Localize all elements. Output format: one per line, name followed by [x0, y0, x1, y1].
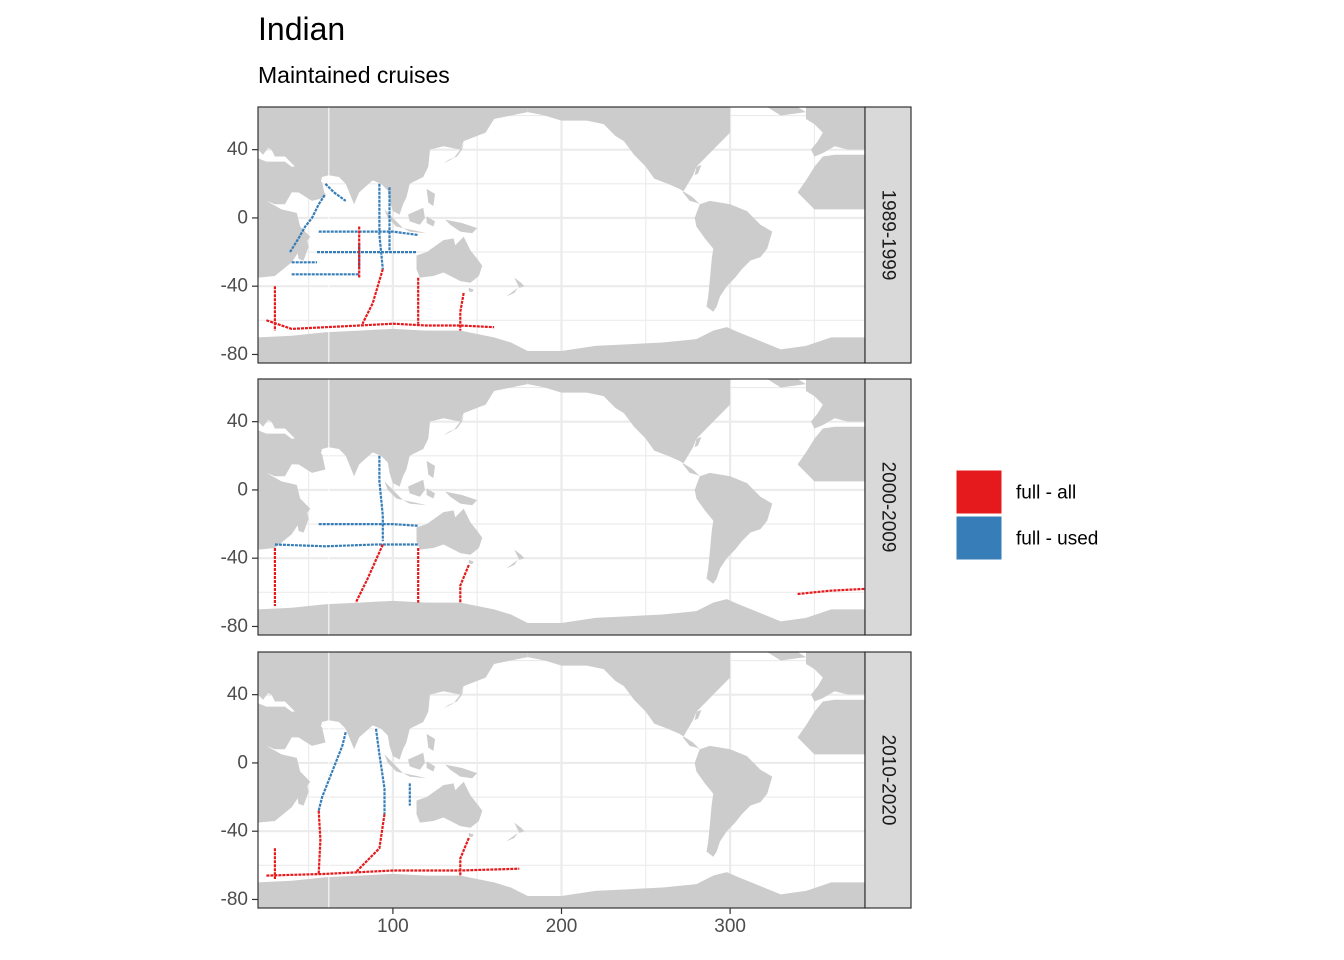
land-mask: [258, 652, 865, 908]
facet-panel-2010-2020: 2010-2020 40 0 -40 -80 100 200 300: [221, 651, 912, 937]
legend-key: [955, 469, 1003, 515]
y-tick-label: -40: [221, 548, 248, 569]
legend-key: [955, 515, 1003, 561]
cruise-track: [289, 193, 327, 253]
land-mask: [258, 107, 865, 363]
y-tick-label: -40: [221, 821, 248, 842]
cruise-track: [266, 867, 520, 877]
cruise-track: [317, 810, 322, 874]
cruise-track: [378, 455, 384, 542]
y-tick-label: 40: [227, 684, 248, 705]
cruise-track: [378, 183, 384, 270]
y-tick-label: -80: [221, 889, 248, 910]
facet-label: 2010-2020: [878, 735, 899, 826]
cruise-track: [354, 544, 384, 604]
legend: full - all full - used: [955, 469, 1098, 561]
y-tick-label: -80: [221, 616, 248, 637]
y-tick-label: 0: [237, 479, 248, 500]
cruise-track: [317, 731, 347, 811]
cruise-track: [459, 564, 470, 603]
y-tick-label: -80: [221, 344, 248, 365]
facet-label: 1989-1999: [878, 190, 899, 281]
y-tick-label: 0: [237, 752, 248, 773]
legend-label: full - used: [1016, 529, 1098, 550]
facet-strip: [864, 378, 912, 636]
series-full-all: [266, 810, 520, 879]
y-tick-label: -40: [221, 276, 248, 297]
series-full-all: [273, 544, 865, 606]
land-mask: [258, 379, 865, 635]
chart-subtitle: Maintained cruises: [258, 62, 450, 88]
facet-label: 2000-2009: [878, 462, 899, 553]
series-full-used: [317, 728, 411, 815]
cruise-track: [266, 319, 495, 331]
y-tick-label: 0: [237, 207, 248, 228]
cruise-track: [374, 728, 386, 815]
facet-strip: [864, 106, 912, 364]
x-tick-label: 100: [377, 916, 409, 937]
x-tick-label: 200: [546, 916, 578, 937]
facet-panel-2000-2009: 2000-2009 40 0 -40 -80: [221, 378, 912, 637]
cruise-track: [361, 268, 384, 325]
x-tick-label: 300: [714, 916, 746, 937]
cruise-track: [459, 292, 465, 331]
y-tick-label: 40: [227, 139, 248, 160]
cruise-track: [318, 230, 419, 237]
legend-label: full - all: [1016, 483, 1076, 504]
cruise-track: [318, 522, 419, 527]
chart-title: Indian: [258, 11, 345, 47]
facet-strip: [864, 651, 912, 909]
series-full-used: [274, 455, 419, 548]
cruise-track: [274, 543, 419, 548]
y-tick-label: 40: [227, 411, 248, 432]
cruise-track: [355, 813, 386, 873]
series-full-all: [266, 226, 495, 331]
cruise-track: [324, 183, 347, 202]
facet-panel-1989-1999: 1989-1999 40 0 -40 -80: [221, 106, 912, 365]
cruise-track: [797, 587, 865, 596]
